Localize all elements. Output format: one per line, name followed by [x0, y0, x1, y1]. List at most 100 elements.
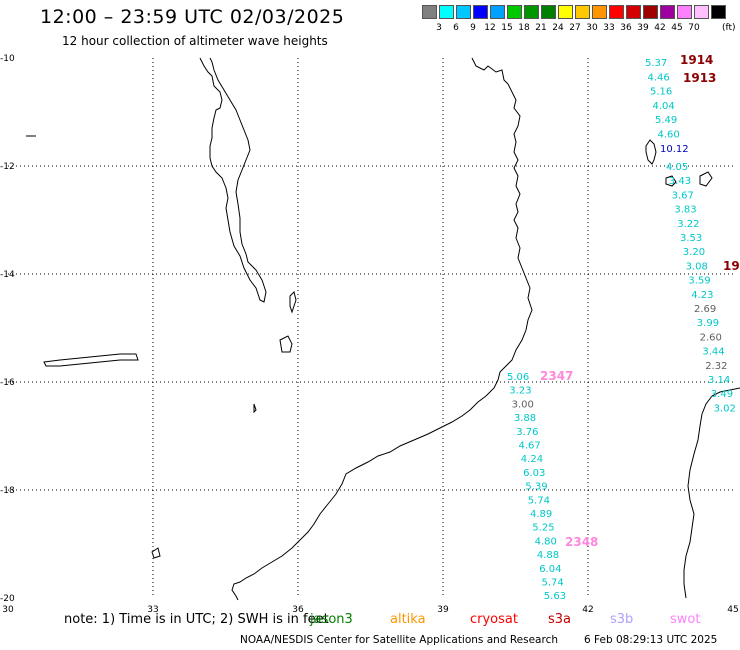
small-lake-1	[279, 335, 293, 353]
wave-height-value: 3.59	[688, 276, 710, 287]
wave-height-value: 4.46	[648, 72, 670, 83]
wave-height-value: 3.67	[672, 190, 694, 201]
wave-height-value: 5.06	[507, 372, 529, 383]
wave-height-value: 4.89	[530, 509, 552, 520]
wave-height-value: 5.39	[525, 482, 547, 493]
legend-swatch	[456, 5, 471, 19]
wave-height-value: 6.04	[539, 564, 561, 575]
wave-height-value: 3.99	[697, 318, 719, 329]
lat-tick-label: -10	[0, 54, 15, 64]
wave-height-value: 4.80	[535, 536, 557, 547]
legend-swatch	[609, 5, 624, 19]
legend-label: 15	[501, 23, 513, 33]
wave-height-value: 2.60	[700, 332, 722, 343]
legend-label: 21	[535, 23, 547, 33]
wave-height-value: 5.16	[650, 87, 672, 98]
lon-tick-label: 36	[292, 605, 304, 615]
wave-height-value: 5.49	[655, 115, 677, 126]
wave-height-value: 3.53	[680, 233, 702, 244]
legend-swatch	[524, 5, 539, 19]
track-id-label: 1913	[683, 71, 716, 85]
wave-height-value: 5.63	[544, 591, 566, 602]
footer-timestamp: 6 Feb 08:29:13 UTC 2025	[584, 634, 718, 646]
legend-swatch	[473, 5, 488, 19]
wave-height-value: 3.22	[677, 219, 699, 230]
legend-swatch	[422, 5, 437, 19]
wave-height-value: 3.88	[514, 413, 536, 424]
legend-swatch	[677, 5, 692, 19]
small-lake-3	[151, 547, 161, 559]
legend-swatch	[643, 5, 658, 19]
wave-height-labels: 5.37 4.46 5.16 4.04 5.49 4.60 10.12 4.05 3.43 3.6…	[507, 53, 740, 602]
wave-height-value: 3.43	[669, 176, 691, 187]
lon-tick-label: 39	[437, 605, 449, 615]
satellite-jason3: jason3	[310, 612, 353, 627]
wave-height-value: 4.23	[691, 290, 713, 301]
legend-swatch	[439, 5, 454, 19]
wave-height-value: 5.25	[532, 523, 554, 534]
wave-height-value: 3.14	[708, 375, 730, 386]
satellite-cryosat: cryosat	[470, 612, 518, 627]
wave-height-value: 4.24	[521, 454, 543, 465]
track-id-label: 19	[723, 259, 740, 273]
lake-malawi-outline	[199, 57, 267, 303]
lat-tick-label: -12	[0, 162, 15, 172]
legend-swatch	[711, 5, 726, 19]
legend-swatch	[694, 5, 709, 19]
satellite-s3a: s3a	[548, 612, 572, 627]
legend-label: 45	[671, 23, 683, 33]
lat-tick-label: -18	[0, 486, 15, 496]
legend-swatch	[592, 5, 607, 19]
satellite-altika: altika	[390, 612, 426, 627]
wave-height-value: 3.00	[512, 399, 534, 410]
track-id-label: 2348	[565, 535, 598, 549]
legend-label: 9	[470, 23, 476, 33]
wave-height-value: 3.23	[509, 386, 531, 397]
footer-credit: NOAA/NESDIS Center for Satellite Applica…	[240, 634, 558, 646]
wave-height-value: 5.37	[645, 58, 667, 69]
chart-subtitle: 12 hour collection of altimeter wave hei…	[62, 34, 328, 48]
wave-height-value: 4.05	[666, 162, 688, 173]
comoros-island	[645, 139, 657, 165]
wave-height-value: 3.20	[683, 247, 705, 258]
wave-height-value: 2.69	[694, 304, 716, 315]
legend-swatch	[558, 5, 573, 19]
satellite-s3b: s3b	[610, 612, 634, 627]
legend-label: 30	[586, 23, 598, 33]
legend-label: 33	[603, 23, 615, 33]
track-id-label: 1914	[680, 53, 713, 67]
legend-swatch	[507, 5, 522, 19]
legend-label: 39	[637, 23, 649, 33]
wave-height-value: 3.83	[674, 205, 696, 216]
wave-height-value: 6.03	[523, 468, 545, 479]
wave-height-value: 3.49	[711, 389, 733, 400]
mozambique-coastline	[231, 57, 533, 601]
legend-label: 70	[688, 23, 700, 33]
mayotte-island	[665, 175, 677, 187]
lon-tick-label: 42	[582, 605, 593, 615]
legend-label: 36	[620, 23, 632, 33]
lat-tick-label: -20	[0, 594, 15, 604]
small-lake-2	[289, 291, 297, 314]
wave-height-value: 3.76	[516, 427, 538, 438]
lat-lon-grid	[8, 58, 733, 598]
legend-swatch	[660, 5, 675, 19]
legend-label: 18	[518, 23, 530, 33]
wave-height-value: 4.88	[537, 550, 559, 561]
wave-height-value: 10.12	[660, 144, 689, 155]
small-lake-4	[253, 403, 257, 414]
legend-label: 24	[552, 23, 564, 33]
legend-label: 42	[654, 23, 666, 33]
lon-tick-label: 45	[727, 605, 738, 615]
wave-height-value: 2.32	[705, 361, 727, 372]
legend-label: 6	[453, 23, 459, 33]
legend-label: 12	[484, 23, 496, 33]
lat-tick-label: -16	[0, 378, 15, 388]
satellite-swot: swot	[670, 612, 701, 627]
legend-unit: (ft)	[722, 23, 736, 33]
wave-height-value: 4.04	[653, 101, 675, 112]
lon-tick-label: 30	[2, 605, 14, 615]
wave-height-value: 4.60	[658, 130, 680, 141]
madagascar-coastline	[683, 387, 740, 599]
